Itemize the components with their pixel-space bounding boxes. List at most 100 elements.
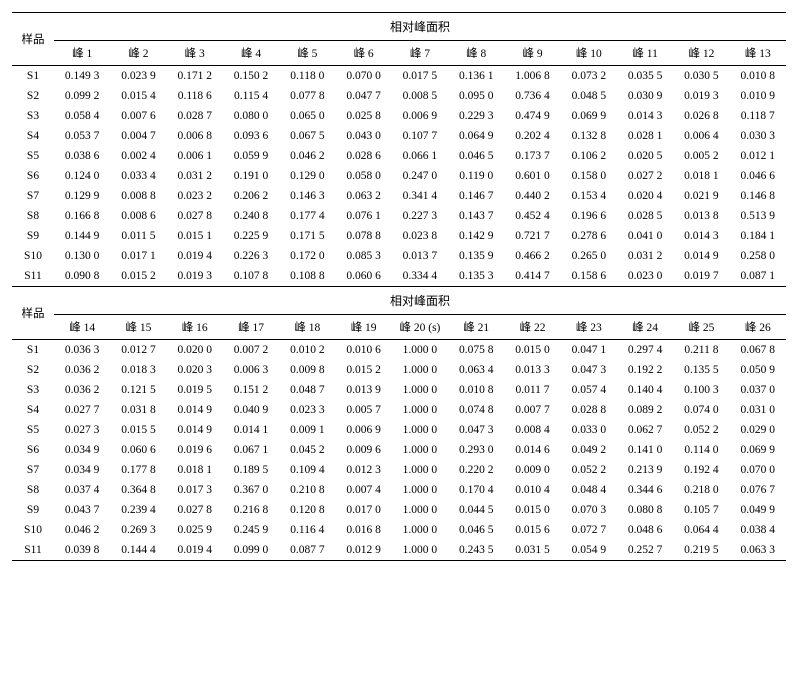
data-cell: 0.014 9 [167, 420, 223, 440]
data-cell: 0.344 6 [617, 480, 673, 500]
data-cell: 0.046 2 [54, 520, 110, 540]
data-cell: 0.009 1 [279, 420, 335, 440]
data-cell: 0.080 8 [617, 500, 673, 520]
data-cell: 0.047 3 [561, 360, 617, 380]
data-cell: 0.009 6 [335, 440, 391, 460]
data-cell: 0.038 6 [54, 146, 110, 166]
data-cell: 0.247 0 [392, 166, 448, 186]
data-cell: 0.143 7 [448, 206, 504, 226]
data-cell: 0.039 8 [54, 540, 110, 561]
data-cell: 0.010 2 [279, 340, 335, 361]
data-cell: 0.227 3 [392, 206, 448, 226]
sample-label: S2 [12, 86, 54, 106]
data-cell: 0.144 4 [110, 540, 166, 561]
data-cell: 0.017 1 [110, 246, 166, 266]
data-cell: 0.135 3 [448, 266, 504, 287]
data-cell: 0.087 7 [279, 540, 335, 561]
data-cell: 0.177 4 [279, 206, 335, 226]
data-cell: 0.011 5 [110, 226, 166, 246]
data-cell: 1.000 0 [392, 520, 448, 540]
data-cell: 0.005 2 [673, 146, 729, 166]
data-cell: 0.031 2 [617, 246, 673, 266]
peak-header-1: 峰 1 [54, 41, 110, 66]
data-cell: 0.074 8 [448, 400, 504, 420]
data-cell: 0.105 7 [673, 500, 729, 520]
data-cell: 0.226 3 [223, 246, 279, 266]
data-cell: 0.015 2 [335, 360, 391, 380]
data-cell: 0.064 9 [448, 126, 504, 146]
data-cell: 0.017 3 [167, 480, 223, 500]
data-cell: 0.025 9 [167, 520, 223, 540]
peak-header-14: 峰 14 [54, 315, 110, 340]
data-cell: 0.010 8 [448, 380, 504, 400]
data-cell: 0.023 0 [617, 266, 673, 287]
data-cell: 0.037 0 [730, 380, 786, 400]
data-cell: 0.025 8 [335, 106, 391, 126]
data-cell: 0.036 3 [54, 340, 110, 361]
data-cell: 0.020 5 [617, 146, 673, 166]
data-cell: 0.513 9 [730, 206, 786, 226]
data-cell: 0.150 2 [223, 66, 279, 87]
data-cell: 0.046 5 [448, 146, 504, 166]
data-cell: 0.213 9 [617, 460, 673, 480]
data-cell: 0.020 3 [167, 360, 223, 380]
data-cell: 0.014 3 [673, 226, 729, 246]
data-cell: 0.189 5 [223, 460, 279, 480]
data-cell: 0.014 9 [673, 246, 729, 266]
data-cell: 0.012 9 [335, 540, 391, 561]
data-cell: 0.073 2 [561, 66, 617, 87]
data-cell: 0.030 3 [730, 126, 786, 146]
data-cell: 0.008 5 [392, 86, 448, 106]
data-cell: 0.146 8 [730, 186, 786, 206]
data-cell: 0.252 7 [617, 540, 673, 561]
sample-label: S4 [12, 126, 54, 146]
data-cell: 0.070 0 [335, 66, 391, 87]
data-cell: 0.028 6 [335, 146, 391, 166]
data-cell: 0.017 0 [335, 500, 391, 520]
data-cell: 0.099 0 [223, 540, 279, 561]
sample-label: S10 [12, 520, 54, 540]
data-cell: 0.031 5 [504, 540, 560, 561]
data-cell: 0.118 6 [167, 86, 223, 106]
data-cell: 0.016 8 [335, 520, 391, 540]
data-cell: 0.135 9 [448, 246, 504, 266]
data-cell: 0.049 2 [561, 440, 617, 460]
sample-label: S5 [12, 420, 54, 440]
data-cell: 0.095 0 [448, 86, 504, 106]
sample-label: S7 [12, 460, 54, 480]
data-cell: 0.028 8 [561, 400, 617, 420]
data-cell: 0.005 7 [335, 400, 391, 420]
data-cell: 0.028 7 [167, 106, 223, 126]
data-cell: 0.177 8 [110, 460, 166, 480]
data-cell: 0.014 3 [617, 106, 673, 126]
data-cell: 0.239 4 [110, 500, 166, 520]
data-cell: 0.080 0 [223, 106, 279, 126]
peak-header-8: 峰 8 [448, 41, 504, 66]
peak-header-13: 峰 13 [730, 41, 786, 66]
data-cell: 0.013 7 [392, 246, 448, 266]
data-cell: 0.146 7 [448, 186, 504, 206]
data-cell: 0.129 9 [54, 186, 110, 206]
data-cell: 0.059 9 [223, 146, 279, 166]
data-cell: 0.040 9 [223, 400, 279, 420]
data-cell: 0.066 1 [392, 146, 448, 166]
data-cell: 0.192 2 [617, 360, 673, 380]
data-cell: 0.067 5 [279, 126, 335, 146]
peak-header-9: 峰 9 [504, 41, 560, 66]
data-cell: 0.070 3 [561, 500, 617, 520]
data-cell: 0.006 9 [392, 106, 448, 126]
data-cell: 1.000 0 [392, 360, 448, 380]
data-cell: 0.018 1 [673, 166, 729, 186]
data-cell: 0.043 0 [335, 126, 391, 146]
data-cell: 0.007 2 [223, 340, 279, 361]
data-cell: 0.106 2 [561, 146, 617, 166]
data-cell: 0.030 9 [617, 86, 673, 106]
data-cell: 0.017 5 [392, 66, 448, 87]
data-cell: 0.060 6 [335, 266, 391, 287]
sample-label: S6 [12, 166, 54, 186]
data-cell: 0.414 7 [504, 266, 560, 287]
data-cell: 0.072 7 [561, 520, 617, 540]
data-cell: 0.019 7 [673, 266, 729, 287]
data-cell: 0.015 0 [504, 340, 560, 361]
data-cell: 0.006 8 [167, 126, 223, 146]
